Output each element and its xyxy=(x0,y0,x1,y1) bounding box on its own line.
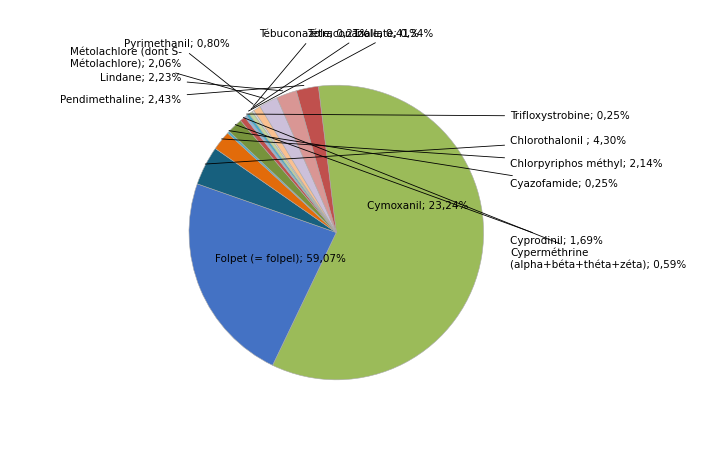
Wedge shape xyxy=(245,116,337,232)
Text: Pyrimethanil; 0,80%: Pyrimethanil; 0,80% xyxy=(124,39,253,104)
Text: Métolachlore (dont S-
Métolachlore); 2,06%: Métolachlore (dont S- Métolachlore); 2,0… xyxy=(70,48,264,99)
Wedge shape xyxy=(229,120,337,232)
Wedge shape xyxy=(228,131,337,232)
Wedge shape xyxy=(241,117,337,232)
Text: Triallate; 0,34%: Triallate; 0,34% xyxy=(248,29,433,111)
Text: Chlorpyriphos méthyl; 2,14%: Chlorpyriphos méthyl; 2,14% xyxy=(222,139,662,168)
Wedge shape xyxy=(252,111,337,232)
Text: Pendimethaline; 2,43%: Pendimethaline; 2,43% xyxy=(60,86,304,105)
Text: Trifloxystrobine; 0,25%: Trifloxystrobine; 0,25% xyxy=(246,111,630,121)
Wedge shape xyxy=(273,85,484,380)
Wedge shape xyxy=(189,184,337,365)
Text: Chlorothalonil ; 4,30%: Chlorothalonil ; 4,30% xyxy=(205,136,626,164)
Text: Cyprodinil; 1,69%: Cyprodinil; 1,69% xyxy=(235,125,603,246)
Text: Tétraconazole; 0,41%: Tétraconazole; 0,41% xyxy=(251,29,419,109)
Wedge shape xyxy=(197,148,337,232)
Text: Cymoxanil; 23,24%: Cymoxanil; 23,24% xyxy=(366,201,468,211)
Wedge shape xyxy=(246,114,337,232)
Wedge shape xyxy=(277,91,337,232)
Wedge shape xyxy=(296,86,337,232)
Text: Tébuconazole; 0,21%: Tébuconazole; 0,21% xyxy=(253,29,369,106)
Text: Lindane; 2,23%: Lindane; 2,23% xyxy=(100,73,283,91)
Text: Cyperméthrine
(alpha+béta+théta+zéta); 0,59%: Cyperméthrine (alpha+béta+théta+zéta); 0… xyxy=(244,118,687,270)
Wedge shape xyxy=(260,98,337,232)
Wedge shape xyxy=(249,112,337,232)
Wedge shape xyxy=(215,133,337,232)
Text: Cyazofamide; 0,25%: Cyazofamide; 0,25% xyxy=(229,131,618,189)
Text: Folpet (= folpel); 59,07%: Folpet (= folpel); 59,07% xyxy=(215,254,346,264)
Wedge shape xyxy=(253,106,337,232)
